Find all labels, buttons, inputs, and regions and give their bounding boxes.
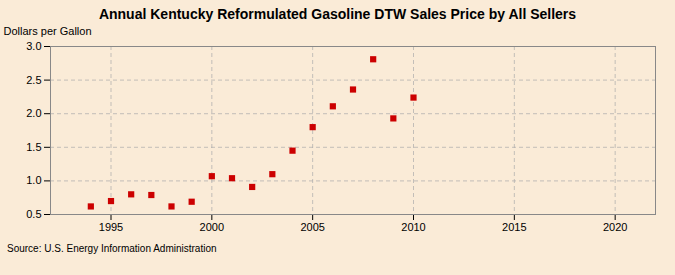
svg-text:2000: 2000 <box>200 221 224 233</box>
svg-text:2.0: 2.0 <box>26 107 41 119</box>
svg-text:1.5: 1.5 <box>26 141 41 153</box>
svg-text:2015: 2015 <box>502 221 526 233</box>
svg-text:2.5: 2.5 <box>26 74 41 86</box>
svg-text:1995: 1995 <box>99 221 123 233</box>
html-text:Annual Kentucky Reformulated G: Annual Kentucky Reformulated Gasoline DT… <box>98 6 577 22</box>
svg-text:2020: 2020 <box>603 221 627 233</box>
svg-text:Dollars per Gallon: Dollars per Gallon <box>4 25 92 37</box>
svg-text:0.5: 0.5 <box>26 208 41 220</box>
svg-text:3.0: 3.0 <box>26 40 41 52</box>
html-text:Source: U.S. Energy Informatio: Source: U.S. Energy Information Administ… <box>7 243 217 254</box>
svg-text:2010: 2010 <box>401 221 425 233</box>
svg-text:1.0: 1.0 <box>26 174 41 186</box>
svg-text:2005: 2005 <box>300 221 324 233</box>
